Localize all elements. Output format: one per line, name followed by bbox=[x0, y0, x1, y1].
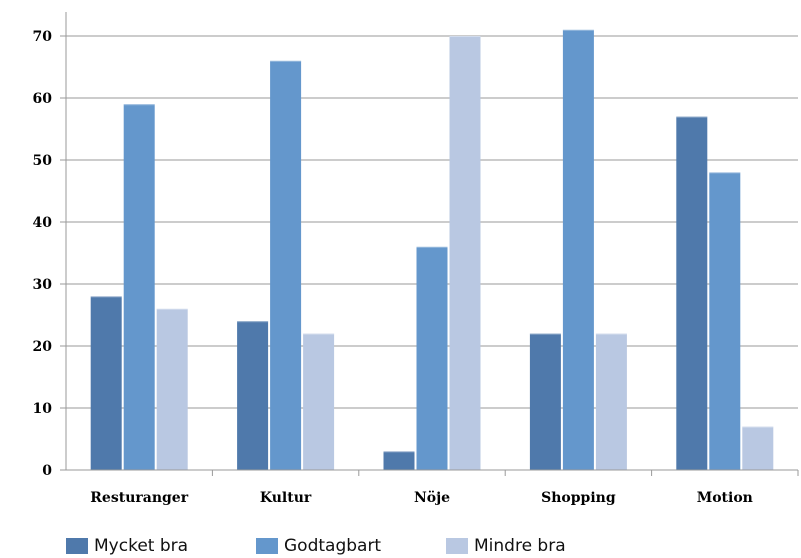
bar-mycket-bra bbox=[237, 321, 269, 470]
y-tick-label: 30 bbox=[33, 277, 53, 293]
bar-mindre-bra bbox=[156, 308, 188, 470]
legend-item: Godtagbart bbox=[256, 536, 446, 556]
legend-label: Mindre bra bbox=[474, 536, 566, 556]
bar-mindre-bra bbox=[742, 426, 774, 470]
bar-godtagbart bbox=[270, 60, 302, 471]
legend-label: Mycket bra bbox=[94, 536, 189, 556]
x-tick-label: Motion bbox=[697, 490, 753, 506]
legend-label: Godtagbart bbox=[284, 536, 382, 556]
bar-chart: 0 10 20 30 40 50 60 70 Resturanger Kultur Nöje Sho… bbox=[33, 12, 799, 506]
x-tick-label: Shopping bbox=[541, 490, 616, 506]
legend-item: Mycket bra bbox=[66, 536, 256, 556]
y-tick-label: 20 bbox=[33, 339, 53, 355]
y-tick-label: 0 bbox=[42, 463, 52, 479]
bar-godtagbart bbox=[416, 246, 448, 470]
bar-godtagbart bbox=[123, 104, 155, 470]
y-tick-label: 40 bbox=[33, 215, 53, 231]
x-axis-labels: Resturanger Kultur Nöje Shopping Motion bbox=[90, 490, 753, 506]
bar-godtagbart bbox=[709, 172, 741, 470]
bar-mindre-bra bbox=[303, 333, 335, 470]
x-tick-label: Nöje bbox=[414, 490, 450, 506]
legend-swatch bbox=[256, 538, 278, 554]
bar-mycket-bra bbox=[529, 333, 561, 470]
bar-godtagbart bbox=[562, 29, 594, 471]
legend: Mycket bra Godtagbart Mindre bra bbox=[66, 536, 636, 556]
y-tick-label: 50 bbox=[33, 153, 53, 169]
x-tick-label: Kultur bbox=[260, 490, 312, 506]
legend-item: Mindre bra bbox=[446, 536, 636, 556]
y-axis-ticks: 0 10 20 30 40 50 60 70 bbox=[33, 29, 66, 479]
y-tick-label: 60 bbox=[33, 91, 53, 107]
legend-swatch bbox=[446, 538, 468, 554]
bar-mycket-bra bbox=[383, 451, 415, 470]
y-tick-label: 10 bbox=[33, 401, 53, 417]
axes bbox=[60, 12, 799, 476]
bar-mindre-bra bbox=[595, 333, 627, 470]
y-tick-label: 70 bbox=[33, 29, 53, 45]
bar-mycket-bra bbox=[676, 116, 708, 470]
legend-swatch bbox=[66, 538, 88, 554]
bar-mycket-bra bbox=[90, 296, 122, 470]
bars bbox=[90, 29, 774, 471]
bar-mindre-bra bbox=[449, 36, 481, 470]
x-tick-label: Resturanger bbox=[90, 490, 188, 506]
